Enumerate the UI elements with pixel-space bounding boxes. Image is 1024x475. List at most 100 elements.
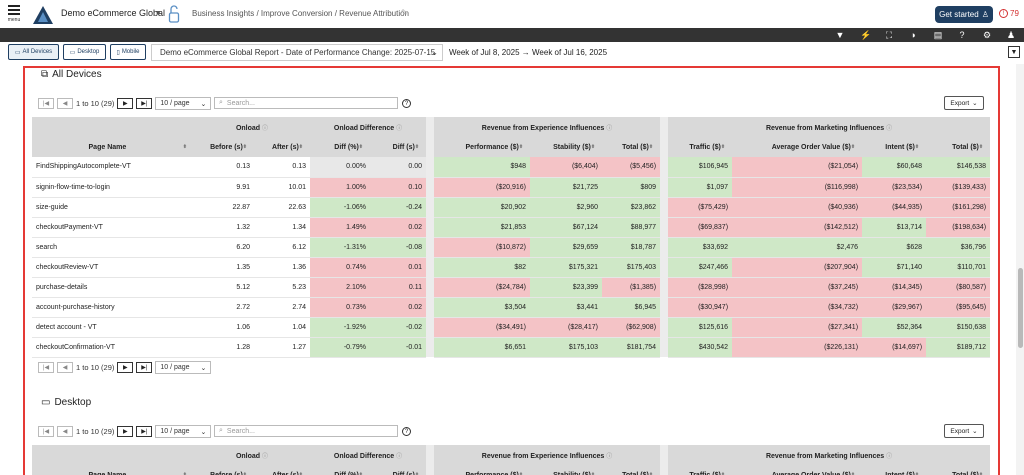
sort-icon[interactable]: ⬍ xyxy=(850,471,856,475)
info-icon[interactable]: ⓘ xyxy=(396,125,403,132)
column-header[interactable]: Before (s) ⬍ xyxy=(194,137,254,157)
contrast-icon[interactable]: ◑ xyxy=(910,30,916,40)
next-page-button[interactable]: ▶ xyxy=(117,362,134,373)
column-header[interactable]: Total ($) ⬍ xyxy=(602,137,661,157)
sort-icon[interactable]: ⬍ xyxy=(648,143,654,150)
table-row[interactable]: search 6.20 6.12 -1.31% -0.08 ($10,872) $29,65… xyxy=(32,237,991,258)
next-page-button[interactable]: ▶ xyxy=(117,426,134,437)
sort-icon[interactable]: ⬍ xyxy=(720,143,726,150)
scrollbar-thumb[interactable] xyxy=(1018,268,1023,348)
last-page-button[interactable]: ▶| xyxy=(136,362,153,373)
lock-icon[interactable] xyxy=(168,5,180,23)
org-name[interactable]: Demo eCommerce Global xyxy=(61,8,166,18)
column-header[interactable]: Page Name ⬍ xyxy=(32,465,194,475)
info-icon[interactable]: ⓘ xyxy=(262,453,269,460)
all-devices-button[interactable]: ▭ All Devices xyxy=(8,44,59,60)
table-row[interactable]: checkoutPayment-VT 1.32 1.34 1.49% 0.02 $21,8… xyxy=(32,217,991,238)
column-header[interactable]: Traffic ($) ⬍ xyxy=(668,137,733,157)
column-header[interactable]: Diff (s) ⬍ xyxy=(370,137,427,157)
mobile-button[interactable]: ▯ Mobile xyxy=(110,44,146,60)
pin-icon[interactable]: ✎ xyxy=(401,8,408,17)
info-icon[interactable]: ⓘ xyxy=(606,125,613,132)
column-header[interactable]: Traffic ($) ⬍ xyxy=(668,465,733,475)
info-icon[interactable]: ⓘ xyxy=(886,125,893,132)
column-header[interactable]: Performance ($) ⬍ xyxy=(434,137,531,157)
column-header[interactable]: Average Order Value ($) ⬍ xyxy=(732,465,863,475)
sort-icon[interactable]: ⬍ xyxy=(978,471,984,475)
sort-icon[interactable]: ⬍ xyxy=(720,471,726,475)
table-row[interactable]: purchase-details 5.12 5.23 2.10% 0.11 ($24,78… xyxy=(32,277,991,298)
sort-icon[interactable]: ⬍ xyxy=(182,471,187,475)
first-page-button[interactable]: |◀ xyxy=(38,98,54,109)
sort-icon[interactable]: ⬍ xyxy=(850,143,856,150)
prev-page-button[interactable]: ◀ xyxy=(57,426,73,437)
sort-icon[interactable]: ⬍ xyxy=(518,143,524,150)
per-page-select[interactable]: 10 / page ⌄ xyxy=(155,97,212,110)
info-icon[interactable]: ⓘ xyxy=(886,453,893,460)
report-select[interactable]: Demo eCommerce Global Report - Date of P… xyxy=(151,44,443,61)
sort-icon[interactable]: ⬍ xyxy=(590,143,596,150)
chevron-down-icon[interactable]: ▼ xyxy=(155,10,162,17)
column-header[interactable]: Total ($) ⬍ xyxy=(602,465,661,475)
table-row[interactable]: detect account - VT 1.06 1.04 -1.92% -0.02 ($… xyxy=(32,317,991,338)
filter-icon[interactable]: ▼ xyxy=(835,30,845,40)
export-button[interactable]: Export ⌄ xyxy=(944,96,984,110)
sort-icon[interactable]: ⬍ xyxy=(358,143,363,150)
column-header[interactable]: Intent ($) ⬍ xyxy=(862,137,927,157)
last-page-button[interactable]: ▶| xyxy=(136,98,153,109)
alert-badge[interactable]: ! 79 xyxy=(999,9,1019,18)
info-icon[interactable]: ⓘ xyxy=(262,125,269,132)
table-row[interactable]: checkoutConfirmation-VT 1.28 1.27 -0.79% -0.… xyxy=(32,337,991,358)
column-header[interactable]: Total ($) ⬍ xyxy=(926,137,991,157)
first-page-button[interactable]: |◀ xyxy=(38,362,54,373)
prev-page-button[interactable]: ◀ xyxy=(57,362,73,373)
column-header[interactable]: Diff (%) ⬍ xyxy=(310,137,370,157)
table-row[interactable]: FindShippingAutocomplete-VT 0.13 0.13 0.00%… xyxy=(32,157,991,178)
sort-icon[interactable]: ⬍ xyxy=(298,143,303,150)
search-input[interactable]: ⌕ Search... xyxy=(214,425,398,437)
sort-icon[interactable]: ⬍ xyxy=(648,471,654,475)
column-header[interactable]: After (s) ⬍ xyxy=(254,465,310,475)
sort-icon[interactable]: ⬍ xyxy=(242,143,247,150)
gear-icon[interactable]: ⚙ xyxy=(982,30,992,40)
search-input[interactable]: ⌕ Search... xyxy=(214,97,398,109)
table-row[interactable]: size-guide 22.87 22.63 -1.06% -0.24 $20,902 $2… xyxy=(32,197,991,218)
info-icon[interactable]: ⓘ xyxy=(396,453,403,460)
per-page-select[interactable]: 10 / page ⌄ xyxy=(155,425,212,438)
column-header[interactable]: Diff (s) ⬍ xyxy=(370,465,427,475)
first-page-button[interactable]: |◀ xyxy=(38,426,54,437)
column-header[interactable]: Average Order Value ($) ⬍ xyxy=(732,137,863,157)
help-icon[interactable]: ? xyxy=(402,99,411,108)
fullscreen-icon[interactable]: ⛶ xyxy=(885,30,893,40)
sort-icon[interactable]: ⬍ xyxy=(358,471,363,475)
column-header[interactable]: Stability ($) ⬍ xyxy=(530,465,603,475)
column-header[interactable]: Before (s) ⬍ xyxy=(194,465,254,475)
sort-icon[interactable]: ⬍ xyxy=(590,471,596,475)
table-row[interactable]: signin-flow-time-to-login 9.91 10.01 1.00% 0… xyxy=(32,177,991,198)
column-header[interactable]: Page Name ⬍ xyxy=(32,137,194,157)
help-icon[interactable]: ? xyxy=(959,30,965,40)
sort-icon[interactable]: ⬍ xyxy=(414,143,420,150)
desktop-button[interactable]: ▭ Desktop xyxy=(63,44,106,60)
help-icon[interactable]: ? xyxy=(402,427,411,436)
column-header[interactable]: After (s) ⬍ xyxy=(254,137,310,157)
bolt-icon[interactable]: ⚡ xyxy=(860,30,872,40)
next-page-button[interactable]: ▶ xyxy=(117,98,134,109)
column-header[interactable]: Stability ($) ⬍ xyxy=(530,137,603,157)
sort-icon[interactable]: ⬍ xyxy=(298,471,303,475)
column-header[interactable]: Performance ($) ⬍ xyxy=(434,465,531,475)
sort-icon[interactable]: ⬍ xyxy=(914,143,920,150)
per-page-select[interactable]: 10 / page ⌄ xyxy=(155,361,212,374)
menu-button[interactable]: menu xyxy=(6,5,22,25)
collapse-button[interactable]: ▼ xyxy=(1008,46,1020,58)
table-row[interactable]: account-purchase-history 2.72 2.74 0.73% 0.0… xyxy=(32,297,991,318)
user-icon[interactable]: ♟ xyxy=(1006,30,1016,40)
sort-icon[interactable]: ⬍ xyxy=(414,471,420,475)
export-button[interactable]: Export ⌄ xyxy=(944,424,984,438)
last-page-button[interactable]: ▶| xyxy=(136,426,153,437)
sort-icon[interactable]: ⬍ xyxy=(914,471,920,475)
get-started-button[interactable]: Get started ♙ xyxy=(935,6,993,23)
column-header[interactable]: Diff (%) ⬍ xyxy=(310,465,370,475)
sort-icon[interactable]: ⬍ xyxy=(242,471,247,475)
prev-page-button[interactable]: ◀ xyxy=(57,98,73,109)
